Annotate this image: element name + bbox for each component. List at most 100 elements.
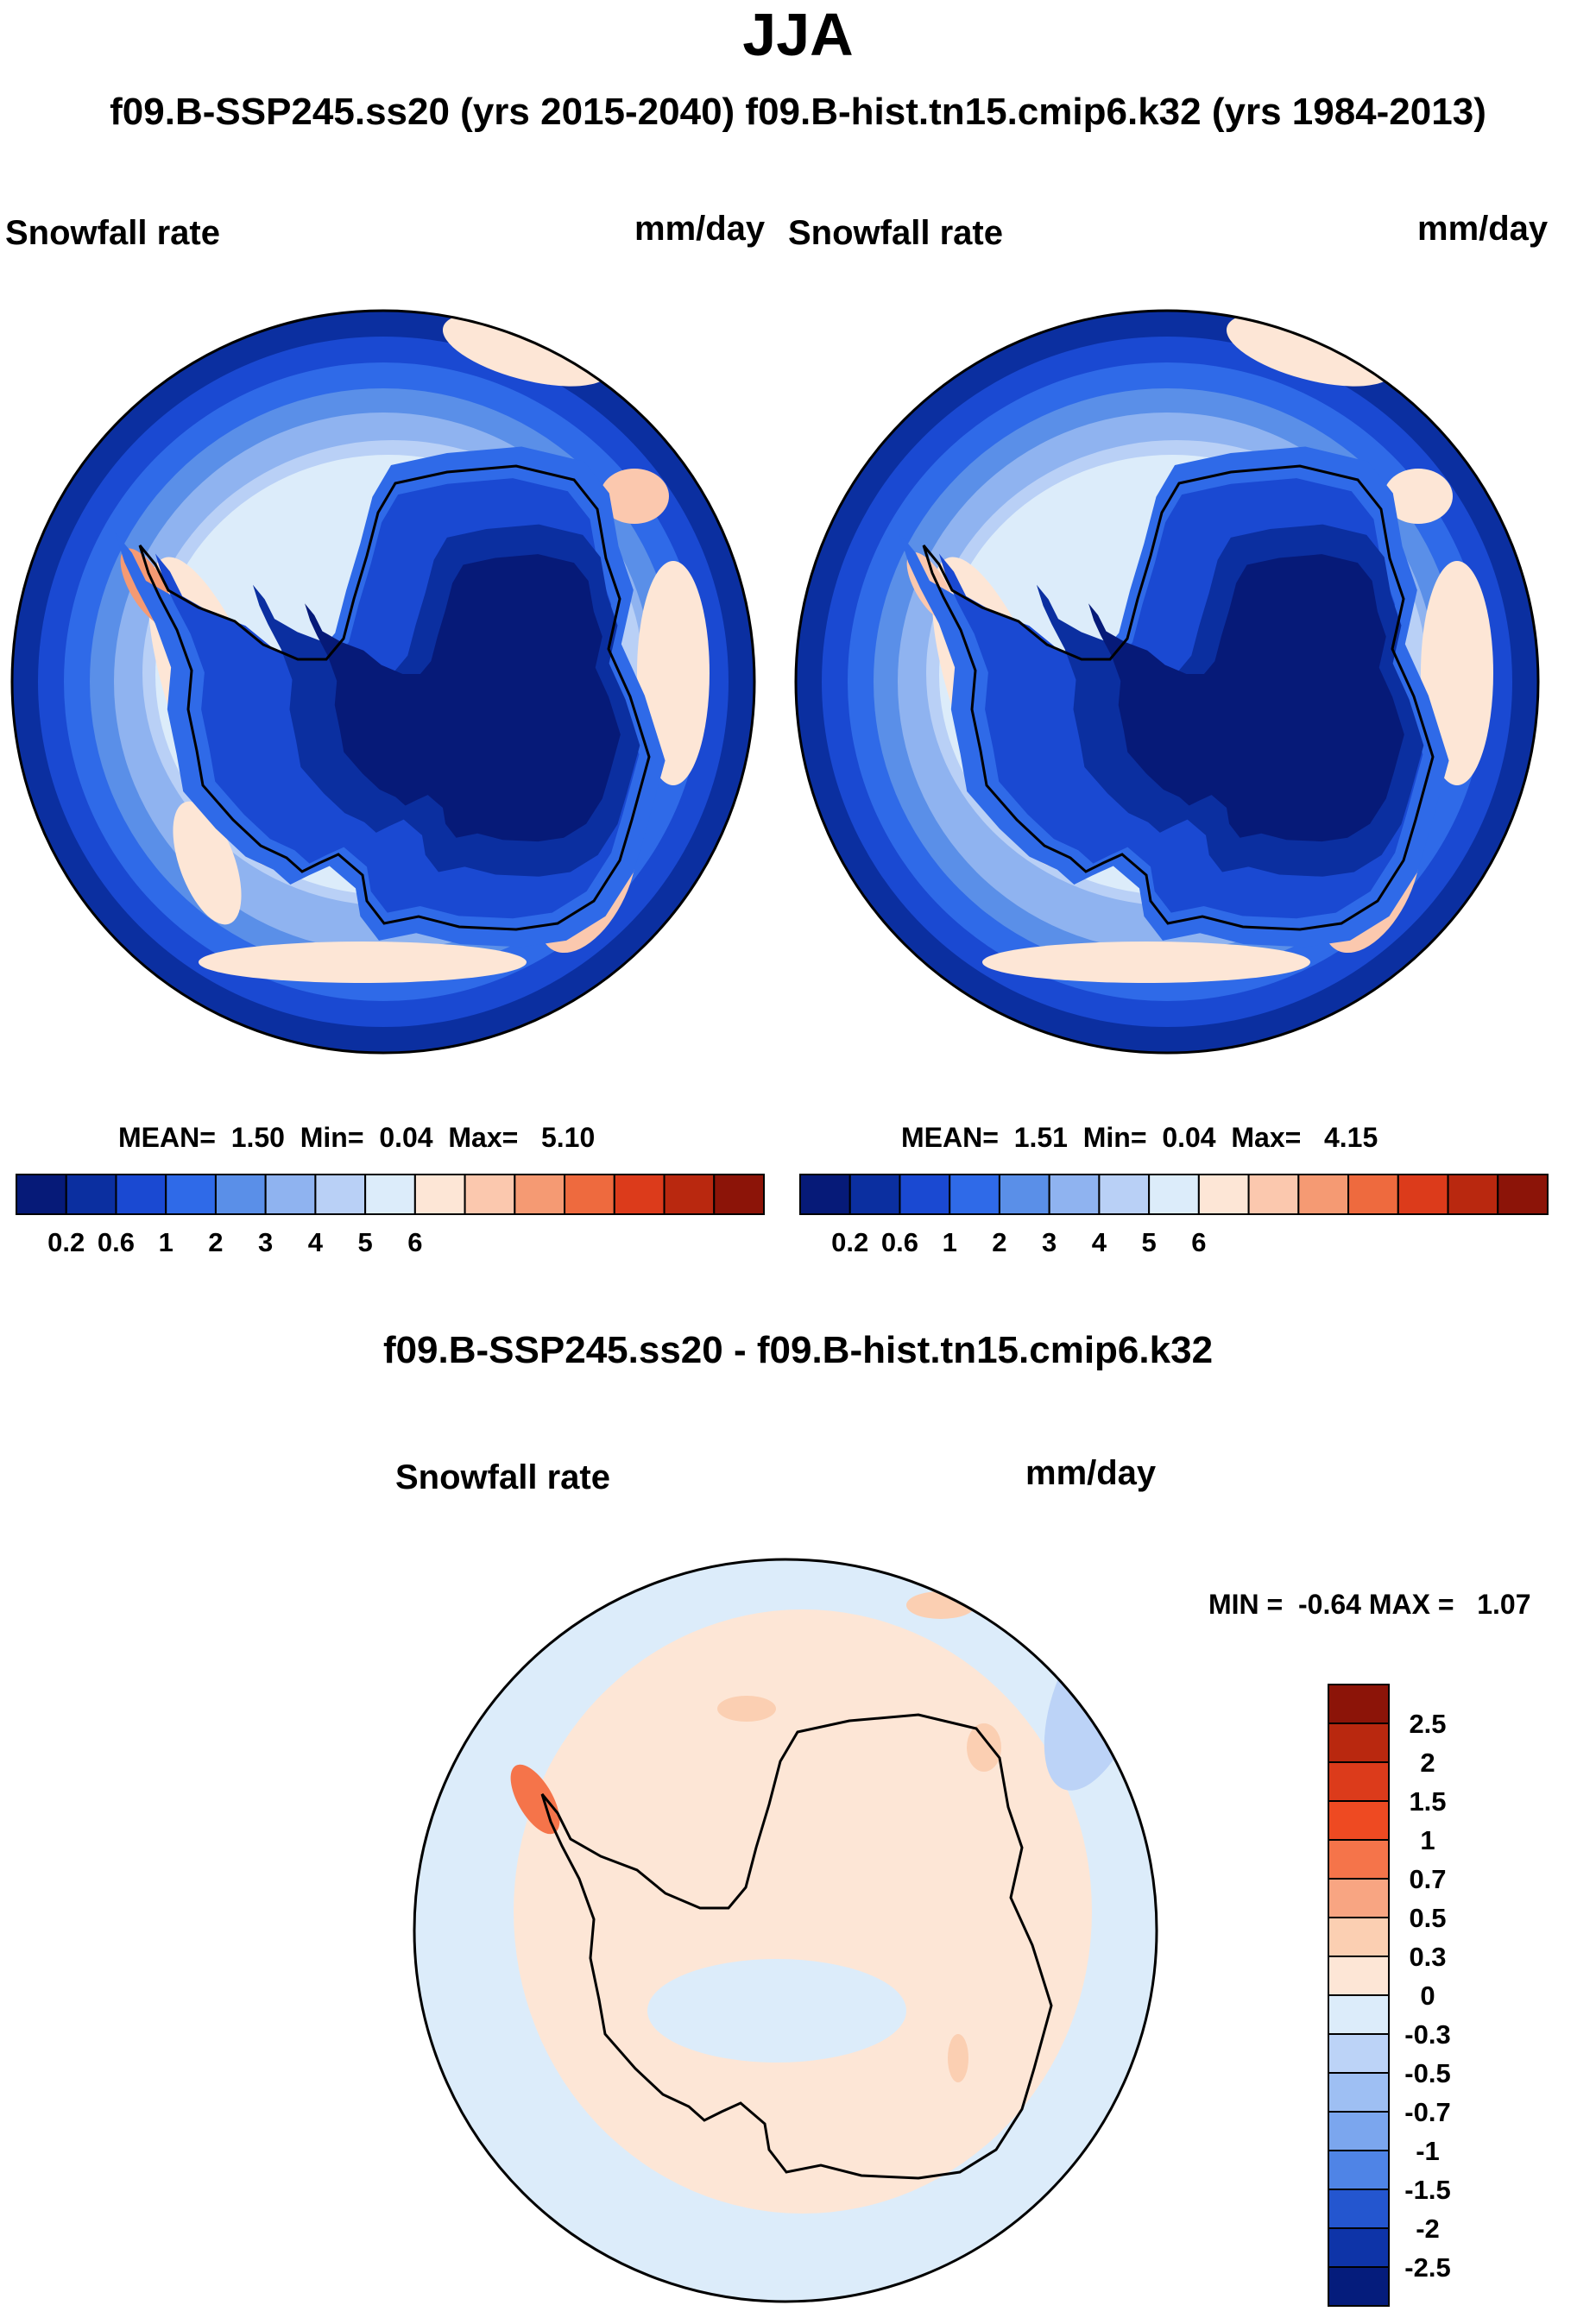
right-colorbar-box [899,1174,951,1215]
left-colorbar-box [413,1174,466,1215]
right-map [796,311,1538,1053]
diff-min-label: MIN = [1208,1589,1284,1620]
left-mean-value: 1.50 [230,1122,285,1153]
diff-peninsula-max [510,1764,560,1835]
left-min-value: 0.04 [379,1122,433,1153]
right-colorbar-box [799,1174,851,1215]
right-colorbar-box [1098,1174,1151,1215]
left-colorbar-box [613,1174,666,1215]
left-colorbar-box [364,1174,416,1215]
right-colorbar-tick-label: 6 [1191,1227,1206,1257]
left-colorbar-box [65,1174,117,1215]
diff-warm-spot-north [717,1696,776,1722]
diff-colorbar-tick-label: 0.7 [1409,1864,1446,1894]
left-colorbar-box [564,1174,615,1215]
left-colorbar-tick-label: 0.2 [47,1227,85,1257]
diff-colorbar-tick-label: 0.5 [1409,1903,1446,1933]
left-colorbar-box [713,1174,765,1215]
diff-colorbar-tick-label: -0.7 [1404,2097,1450,2127]
diff-colorbar-tick-label: -0.3 [1404,2019,1450,2050]
diff-colorbar-box [1328,2111,1390,2151]
diff-warm-spot-east [967,1723,1001,1772]
diff-colorbar-tick-label: 2 [1420,1748,1435,1778]
right-colorbar-tick-label: 4 [1092,1227,1107,1257]
right-colorbar-box [1497,1174,1549,1215]
right-warm-band-bottom [982,942,1310,983]
difference-title: f09.B-SSP245.ss20 - f09.B-hist.tn15.cmip… [382,1329,1214,1371]
right-colorbar-tick-label: 3 [1042,1227,1057,1257]
diff-cool-center [647,1959,906,2063]
right-colorbar-box [949,1174,1000,1215]
diff-colorbar-box [1328,1956,1390,1996]
right-colorbar: 0.2 0.6 1 2 3 4 5 6 [799,1174,1549,1257]
right-warm-patch-ne [1384,469,1453,524]
diff-colorbar-box [1328,1878,1390,1918]
diff-colorbar-tick-label: 0 [1420,1981,1435,2011]
figure-title: JJA [742,1,854,68]
diff-units-label: mm/day [1025,1454,1157,1492]
left-colorbar-tick-label: 0.6 [98,1227,135,1257]
diff-cool-ne [949,1566,1088,1644]
left-colorbar-box [115,1174,167,1215]
right-variable-label: Snowfall rate [788,214,1003,252]
left-mean-label: MEAN= [118,1122,216,1153]
diff-colorbar-tick-label: -2 [1416,2214,1440,2244]
diff-min-value: -0.64 [1298,1589,1361,1620]
left-colorbar-box [663,1174,716,1215]
diff-colorbar-box [1328,2266,1390,2307]
left-colorbar-tick-label: 2 [208,1227,223,1257]
diff-map-border [413,1558,1158,2303]
left-max-value: 5.10 [540,1122,596,1153]
right-colorbar-box [848,1174,901,1215]
difference-map [414,1559,1157,2302]
left-colorbar-box [264,1174,317,1215]
diff-colorbar-box [1328,2150,1390,2190]
left-colorbar-box [165,1174,217,1215]
diff-colorbar-tick-label: 1.5 [1409,1786,1446,1817]
right-colorbar-box [1247,1174,1300,1215]
left-colorbar-tick-label: 6 [407,1227,422,1257]
left-units-label: mm/day [634,210,766,248]
left-colorbar: 0.2 0.6 1 2 3 4 5 6 [16,1174,765,1257]
right-units-label: mm/day [1417,210,1549,248]
left-colorbar-box [464,1174,516,1215]
diff-colorbar-box [1328,2189,1390,2229]
right-max-value: 4.15 [1323,1122,1378,1153]
diff-colorbar-tick-label: -2.5 [1404,2252,1450,2283]
diff-colorbar-box [1328,1917,1390,1957]
left-variable-label: Snowfall rate [5,214,220,252]
right-colorbar-box [1297,1174,1350,1215]
right-map-border [794,309,1540,1055]
diff-max-label: MAX = [1368,1589,1454,1620]
left-colorbar-tick-label: 4 [308,1227,324,1257]
right-colorbar-tick-label: 1 [943,1227,957,1257]
diff-colorbar: 2.5 2 1.5 1 0.7 0.5 0.3 0 -0.3 -0.5 -0.7 -1 -1.5 -2 -2… [1328,1684,1451,2307]
left-colorbar-box [514,1174,566,1215]
figure-subtitle: f09.B-SSP245.ss20 (yrs 2015-2040) f09.B-… [110,91,1486,133]
right-mean-label: MEAN= [901,1122,999,1153]
right-colorbar-tick-label: 2 [992,1227,1006,1257]
diff-colorbar-box [1328,1761,1390,1802]
right-max-label: Max= [1231,1122,1302,1153]
right-min-value: 0.04 [1162,1122,1216,1153]
right-colorbar-box [1447,1174,1499,1215]
left-stats: MEAN= 1.50 Min= 0.04 Max= 5.10 [118,1122,595,1154]
right-colorbar-tick-label: 0.6 [881,1227,918,1257]
diff-colorbar-box [1328,1839,1390,1880]
diff-colorbar-tick-label: 0.3 [1409,1942,1446,1972]
right-colorbar-box [1148,1174,1200,1215]
diff-warm-region [514,1609,1092,2214]
diff-colorbar-tick-label: 2.5 [1409,1709,1446,1739]
right-colorbar-tick-label: 0.2 [831,1227,868,1257]
left-map [12,311,754,1053]
left-min-label: Min= [300,1122,364,1153]
left-warm-patch-ne [600,469,669,524]
left-warm-patch-top [442,312,611,387]
left-warm-band-bottom [199,942,527,983]
right-colorbar-box [998,1174,1050,1215]
diff-colorbar-box [1328,1994,1390,2035]
right-colorbar-tick-label: 5 [1142,1227,1157,1257]
left-map-border [10,309,756,1055]
right-colorbar-box [1397,1174,1449,1215]
